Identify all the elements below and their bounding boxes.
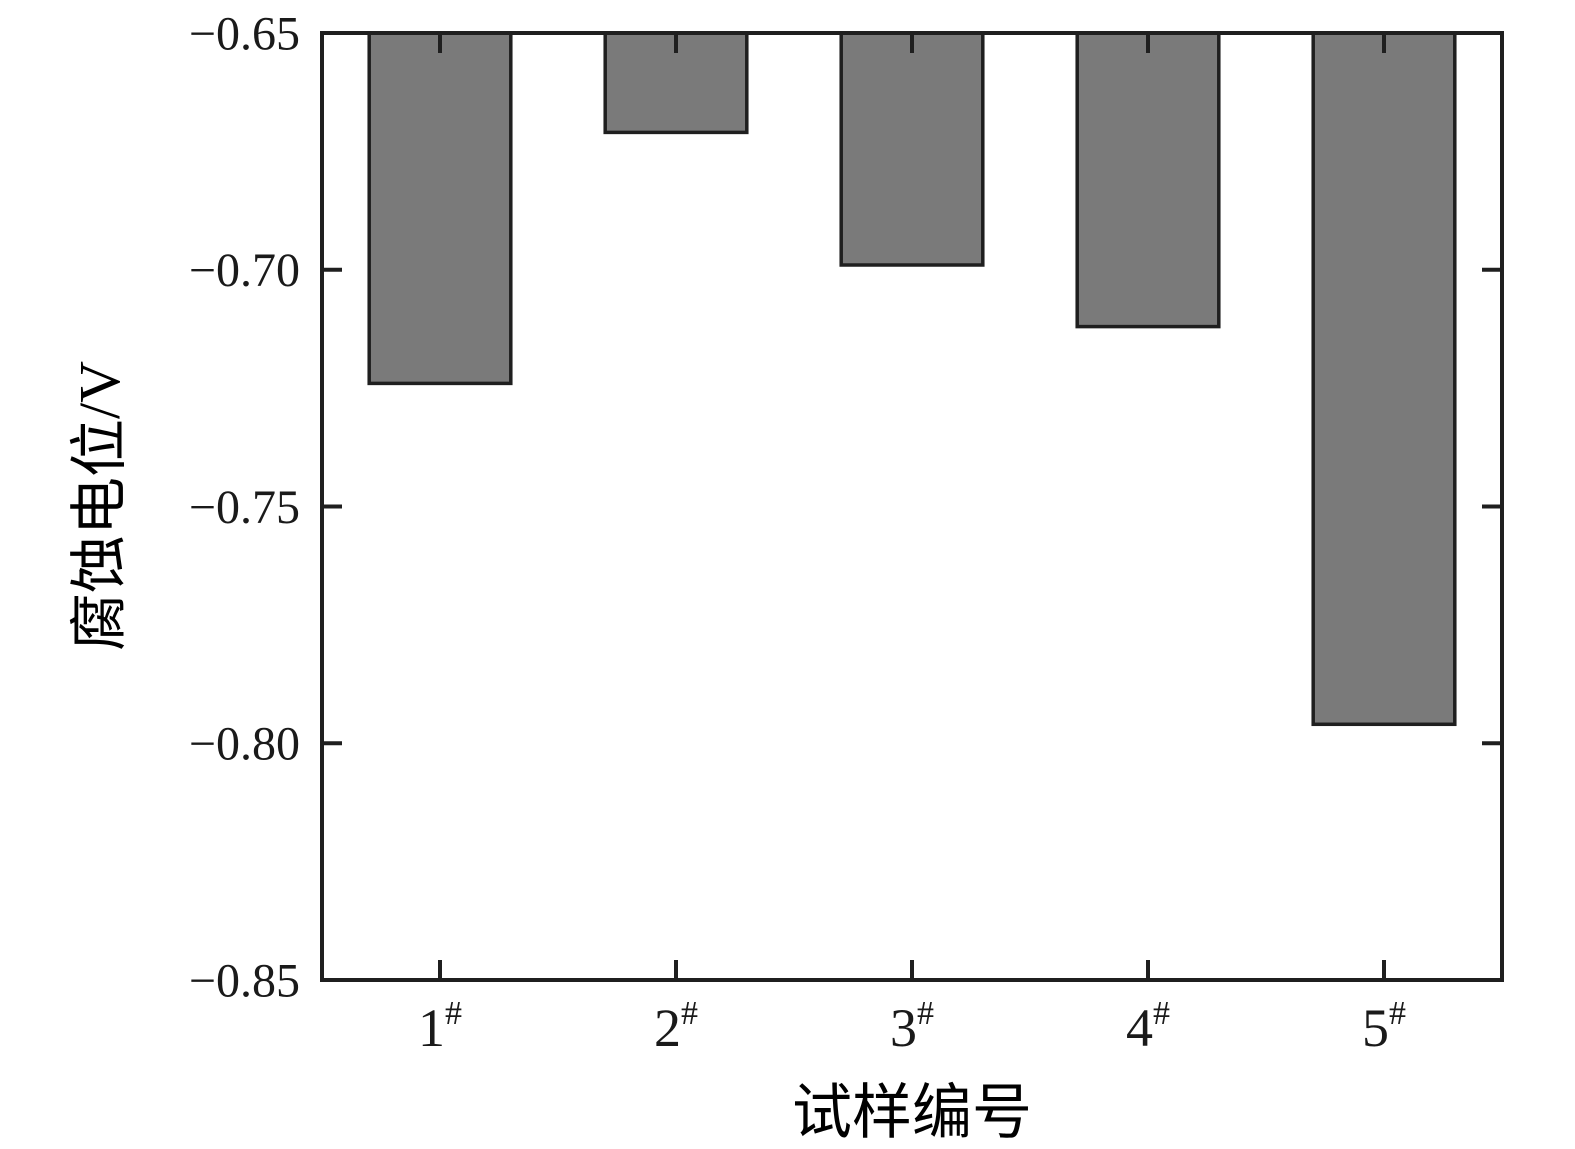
x-tick-label-superscript: # [681,995,698,1032]
x-tick-label-superscript: # [1389,995,1406,1032]
x-tick-label: 2# [654,995,698,1058]
y-axis-label: 腐蚀电位/V [67,361,132,651]
bar-4# [1075,31,1221,329]
bar-1# [367,31,513,386]
bar-3# [839,31,985,267]
x-tick-label: 4# [1126,995,1170,1058]
y-tick-label: −0.65 [189,7,300,60]
x-tick-label-superscript: # [1153,995,1170,1032]
x-tick-label: 1# [418,995,462,1058]
y-tick-label: −0.70 [189,244,300,297]
x-tick-label-superscript: # [445,995,462,1032]
bar-5# [1311,31,1457,727]
x-tick-label-superscript: # [917,995,934,1032]
x-tick-label: 3# [890,995,934,1058]
y-tick-label: −0.75 [189,481,300,534]
x-axis-label: 试样编号 [792,1080,1032,1146]
y-tick-label: −0.80 [189,718,300,771]
y-tick-label: −0.85 [189,954,300,1007]
x-tick-label: 5# [1362,995,1406,1058]
